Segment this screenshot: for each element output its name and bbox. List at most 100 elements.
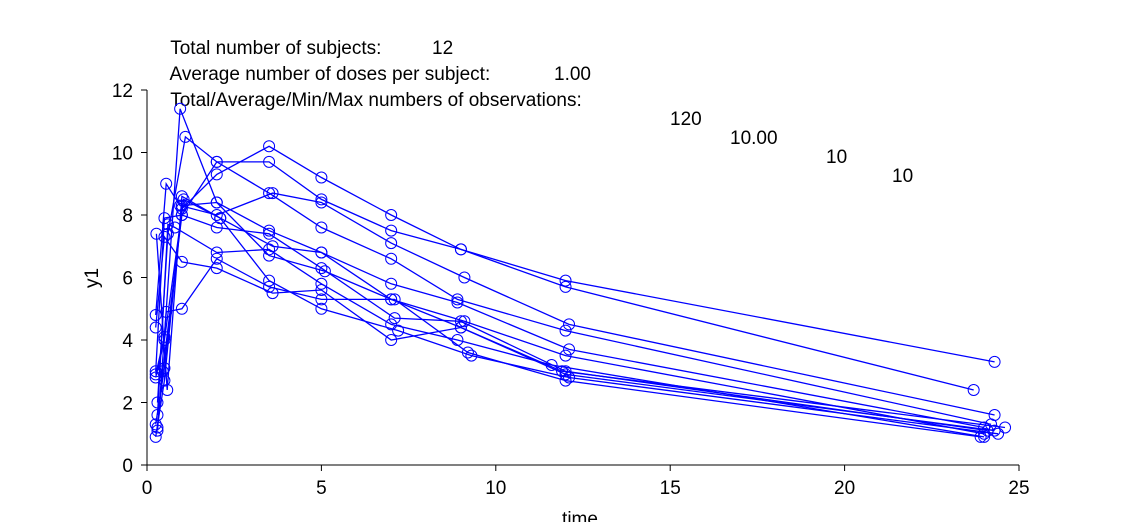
data-point xyxy=(315,193,328,206)
data-point xyxy=(174,102,187,115)
obs-total: 120 xyxy=(670,109,702,130)
data-point xyxy=(315,302,328,315)
y-tick-label: 4 xyxy=(122,331,133,352)
data-point xyxy=(210,209,223,221)
data-point xyxy=(263,187,276,200)
data-point xyxy=(263,274,276,287)
x-tick-label: 25 xyxy=(1008,478,1029,499)
y-tick-label: 12 xyxy=(112,81,133,102)
x-tick-label: 20 xyxy=(834,478,855,499)
data-point xyxy=(454,315,467,328)
data-point xyxy=(559,374,572,387)
data-point xyxy=(210,262,223,275)
data-point xyxy=(150,227,163,240)
data-point xyxy=(160,177,173,190)
y-tick-label: 0 xyxy=(122,456,133,477)
data-point xyxy=(151,424,164,437)
header-line-observations: Total/Average/Min/Max numbers of observa… xyxy=(160,72,960,186)
data-point xyxy=(210,246,223,259)
data-point xyxy=(559,280,572,293)
subjects-value: 12 xyxy=(432,38,454,59)
x-tick-label: 0 xyxy=(142,478,153,499)
data-point xyxy=(210,168,223,181)
y-tick-label: 8 xyxy=(122,206,133,227)
data-point xyxy=(385,334,398,346)
data-point xyxy=(315,196,328,209)
series-line xyxy=(155,108,985,429)
x-tick-label: 5 xyxy=(316,478,327,499)
data-point xyxy=(454,243,467,256)
header-line-subjects: Total number of subjects: 12 xyxy=(160,20,453,58)
data-point xyxy=(161,384,174,396)
data-point xyxy=(967,384,980,396)
data-point xyxy=(263,243,276,256)
data-point xyxy=(451,296,464,309)
data-point xyxy=(563,343,576,356)
data-point xyxy=(315,293,328,306)
series-line xyxy=(155,161,995,372)
data-point xyxy=(451,293,464,306)
data-point xyxy=(266,187,279,200)
x-axis-label: time xyxy=(562,509,598,522)
data-point xyxy=(559,274,572,287)
data-point xyxy=(210,155,223,168)
data-point xyxy=(388,312,401,325)
data-point xyxy=(385,209,398,221)
series-4 xyxy=(151,130,998,431)
series-line xyxy=(155,181,995,416)
data-point xyxy=(214,212,227,225)
data-point xyxy=(559,368,572,381)
y-tick-label: 10 xyxy=(112,144,133,165)
data-point xyxy=(149,430,162,443)
data-point xyxy=(392,324,405,337)
data-point xyxy=(160,305,173,318)
data-point xyxy=(315,284,328,296)
data-point xyxy=(563,371,576,384)
data-point xyxy=(149,418,162,431)
data-point xyxy=(175,255,188,268)
data-point xyxy=(263,224,276,237)
series-1 xyxy=(149,155,1001,378)
series-line xyxy=(155,195,985,435)
data-point xyxy=(385,224,398,237)
data-point xyxy=(385,277,398,290)
data-point xyxy=(458,271,471,284)
data-point xyxy=(315,246,328,259)
data-point xyxy=(149,321,162,334)
data-point xyxy=(210,252,223,265)
data-point xyxy=(263,227,276,240)
y-axis-label: y1 xyxy=(82,268,103,288)
series-6 xyxy=(150,190,991,440)
header-line-doses: Average number of doses per subject: 1.00 xyxy=(160,46,591,84)
data-point xyxy=(175,302,188,315)
series-8 xyxy=(149,196,1001,443)
y-tick-label: 2 xyxy=(122,394,133,415)
series-3 xyxy=(149,177,1001,421)
data-point xyxy=(158,230,171,243)
data-point xyxy=(177,193,190,206)
data-point xyxy=(151,409,164,421)
data-point xyxy=(388,293,401,306)
data-point xyxy=(318,265,331,278)
data-point xyxy=(992,427,1005,440)
series-9 xyxy=(151,218,991,443)
data-point xyxy=(315,171,328,184)
data-point xyxy=(559,349,572,362)
data-point xyxy=(158,362,171,375)
data-point xyxy=(563,318,576,331)
series-line xyxy=(156,257,981,438)
observations-label: Total/Average/Min/Max numbers of observa… xyxy=(170,90,582,111)
axes: 0 5 10 15 20 25 0 2 4 6 8 10 12 xyxy=(112,81,1030,499)
obs-min: 10 xyxy=(826,147,848,168)
y-tick-label: 6 xyxy=(122,269,133,290)
series-line xyxy=(155,198,999,435)
series-group xyxy=(149,102,1012,443)
data-point xyxy=(461,346,474,359)
series-7 xyxy=(151,209,994,437)
data-point xyxy=(161,218,174,231)
series-line xyxy=(156,135,992,426)
data-point xyxy=(974,430,987,443)
data-point xyxy=(315,221,328,234)
series-line xyxy=(156,223,985,438)
